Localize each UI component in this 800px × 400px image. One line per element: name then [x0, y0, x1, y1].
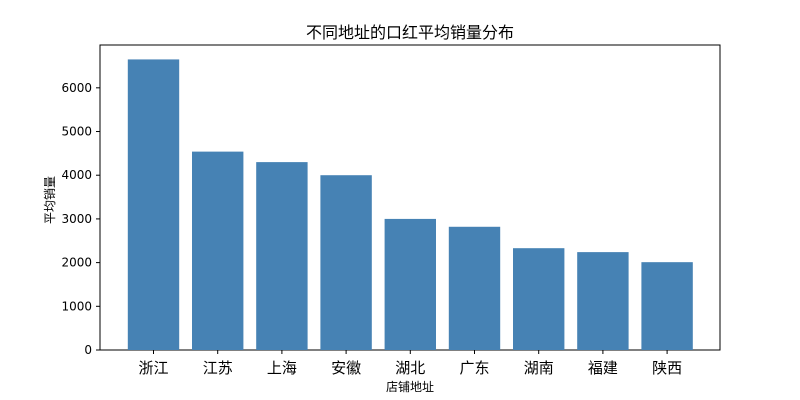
y-tick-label: 3000: [61, 212, 92, 226]
y-tick-label: 5000: [61, 125, 92, 139]
y-tick-label: 4000: [61, 168, 92, 182]
chart-title: 不同地址的口红平均销量分布: [306, 23, 514, 42]
bar-0: [127, 59, 180, 351]
x-tick-label: 广东: [459, 359, 489, 377]
bar-2: [256, 162, 308, 350]
bar-5: [448, 226, 501, 350]
x-tick-label: 湖北: [395, 359, 425, 377]
x-tick-label: 陕西: [652, 359, 682, 377]
bar-7: [577, 252, 629, 350]
y-tick-label: 2000: [61, 256, 92, 270]
bar-1: [192, 151, 244, 350]
y-tick-label: 0: [84, 343, 92, 357]
x-axis-label: 店铺地址: [386, 380, 434, 394]
x-axis-ticks: 浙江 江苏 上海 安徽 湖北 广东 湖南 福建 陕西: [138, 350, 682, 377]
x-tick-label: 浙江: [138, 359, 168, 377]
y-axis-ticks: 0 1000 2000 3000 4000 5000 6000: [61, 81, 100, 357]
bar-6: [513, 248, 565, 350]
x-tick-label: 上海: [267, 359, 297, 377]
bar-3: [320, 175, 372, 350]
x-tick-label: 江苏: [203, 359, 233, 377]
y-axis-label: 平均销量: [43, 176, 57, 224]
x-tick-label: 福建: [588, 359, 618, 377]
x-tick-label: 湖南: [524, 359, 554, 377]
bar-8: [641, 262, 693, 350]
x-tick-label: 安徽: [331, 359, 361, 377]
y-tick-label: 1000: [61, 299, 92, 313]
y-tick-label: 6000: [61, 81, 92, 95]
bars-group: [127, 59, 693, 351]
bar-4: [384, 218, 436, 350]
